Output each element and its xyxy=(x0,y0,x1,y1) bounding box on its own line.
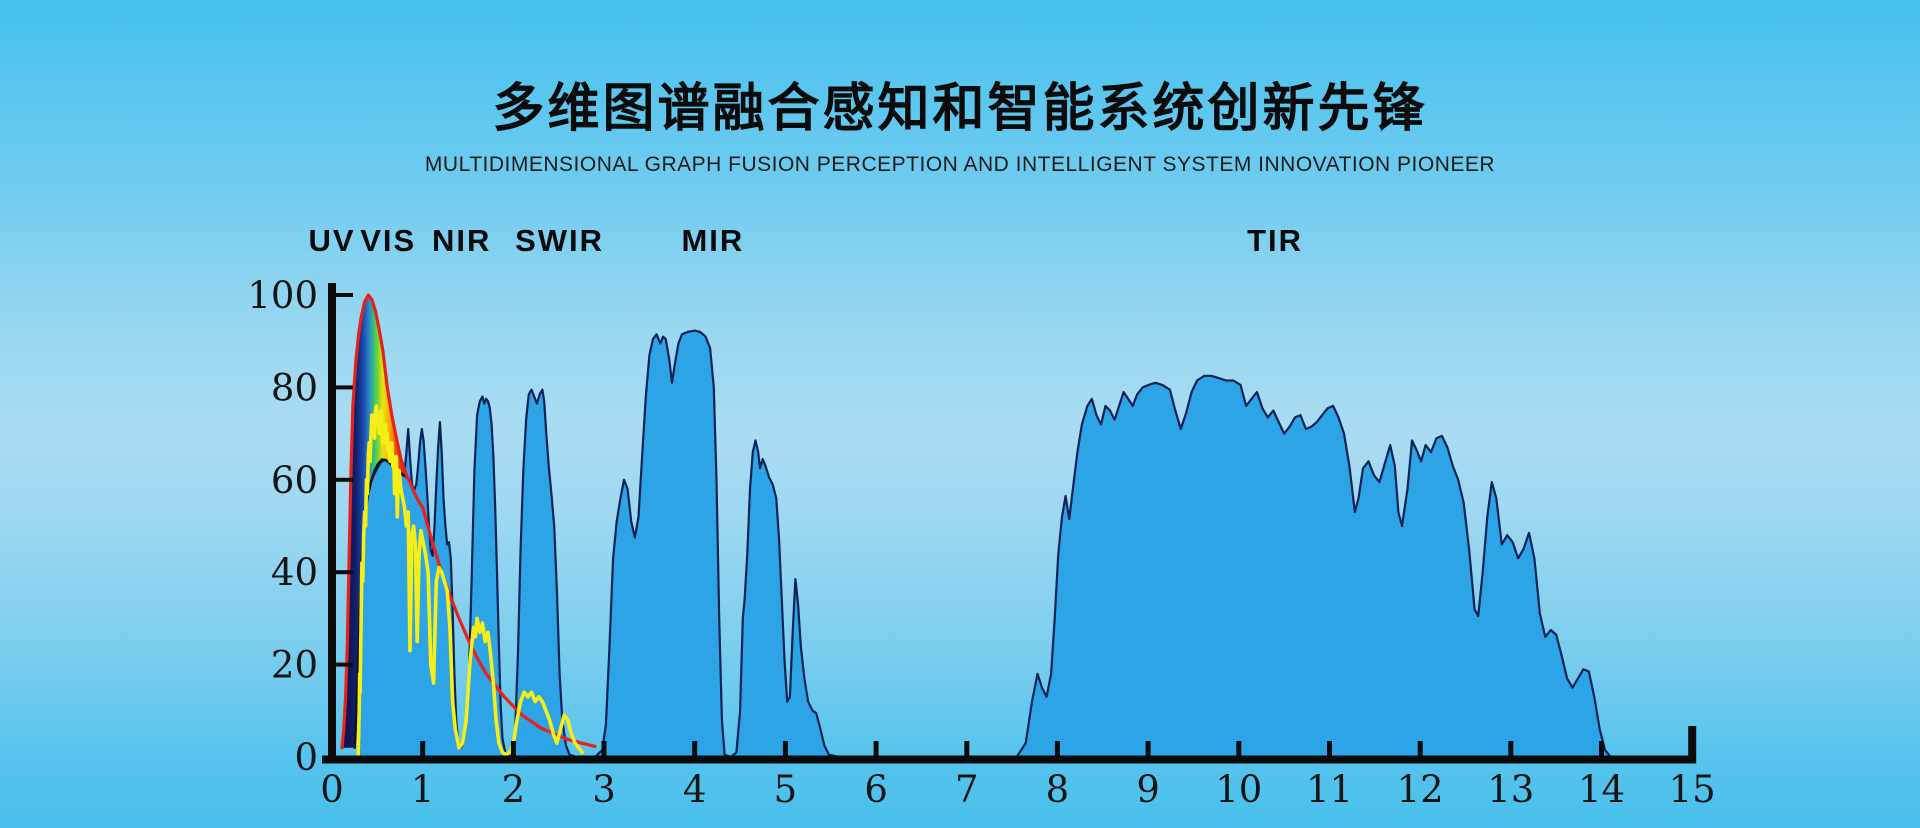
x-tick-8 xyxy=(1054,741,1060,756)
x-tick-label-9: 9 xyxy=(1136,768,1160,811)
x-tick-4 xyxy=(692,741,698,756)
x-tick-7 xyxy=(964,741,970,756)
y-tick-80 xyxy=(332,385,353,390)
band-label-vis: VIS xyxy=(360,223,416,258)
x-tick-9 xyxy=(1145,741,1151,756)
y-tick-label-20: 20 xyxy=(271,644,318,687)
x-tick-label-10: 10 xyxy=(1215,768,1262,811)
x-tick-11 xyxy=(1327,741,1332,756)
band-label-tir: TIR xyxy=(1247,223,1303,258)
x-axis xyxy=(322,726,1697,764)
page-title: 多维图谱融合感知和智能系统创新先锋 xyxy=(492,80,1428,138)
y-tick-100 xyxy=(332,293,353,297)
y-tick-40 xyxy=(332,570,353,575)
band-label-mir: MIR xyxy=(681,223,744,258)
spectral-band-labels: UV VIS NIR SWIR MIR TIR xyxy=(308,223,1303,258)
x-tick-5 xyxy=(782,741,788,756)
x-tick-label-0: 0 xyxy=(320,768,344,811)
x-tick-label-3: 3 xyxy=(592,768,616,811)
band-label-swir: SWIR xyxy=(515,223,604,258)
x-tick-label-7: 7 xyxy=(955,768,979,811)
x-tick-12 xyxy=(1417,741,1423,756)
x-tick-label-4: 4 xyxy=(683,768,707,811)
atmospheric-transmission-area xyxy=(358,329,1694,759)
page-subtitle: MULTIDIMENSIONAL GRAPH FUSION PERCEPTION… xyxy=(424,153,1496,176)
x-tick-label-1: 1 xyxy=(411,768,435,811)
x-tick-label-11: 11 xyxy=(1306,768,1353,811)
x-tick-6 xyxy=(873,741,879,756)
x-tick-label-8: 8 xyxy=(1046,768,1070,811)
x-tick-13 xyxy=(1508,741,1514,756)
y-tick-label-0: 0 xyxy=(294,736,318,779)
plot-area xyxy=(340,293,1694,759)
y-axis-labels: 0 20 40 60 80 100 xyxy=(247,274,318,779)
y-tick-label-80: 80 xyxy=(271,366,318,409)
x-tick-label-13: 13 xyxy=(1487,768,1534,811)
x-tick-2 xyxy=(510,741,516,756)
y-tick-60 xyxy=(332,477,353,482)
band-label-uv: UV xyxy=(308,223,355,258)
y-tick-label-100: 100 xyxy=(247,274,318,317)
surface-solar-irradiance-curve xyxy=(356,404,585,759)
y-axis-ticks xyxy=(332,293,353,667)
x-tick-1 xyxy=(420,741,426,756)
y-tick-label-40: 40 xyxy=(271,551,318,594)
blackbody-radiation-curve xyxy=(340,293,597,750)
x-tick-3 xyxy=(601,741,607,756)
y-tick-20 xyxy=(332,662,353,667)
x-tick-label-2: 2 xyxy=(502,768,526,811)
x-tick-10 xyxy=(1236,741,1242,756)
x-tick-label-6: 6 xyxy=(864,768,888,811)
x-tick-label-14: 14 xyxy=(1578,768,1625,811)
x-tick-14 xyxy=(1599,741,1604,756)
x-tick-label-5: 5 xyxy=(774,768,798,811)
band-label-nir: NIR xyxy=(432,223,491,258)
y-tick-label-60: 60 xyxy=(271,459,318,502)
x-tick-label-15: 15 xyxy=(1669,768,1716,811)
x-tick-label-12: 12 xyxy=(1397,768,1444,811)
x-axis-labels: 0 1 2 3 4 5 6 7 8 9 10 11 12 13 14 15 xyxy=(320,768,1716,811)
x-axis-ticks xyxy=(420,741,1604,756)
